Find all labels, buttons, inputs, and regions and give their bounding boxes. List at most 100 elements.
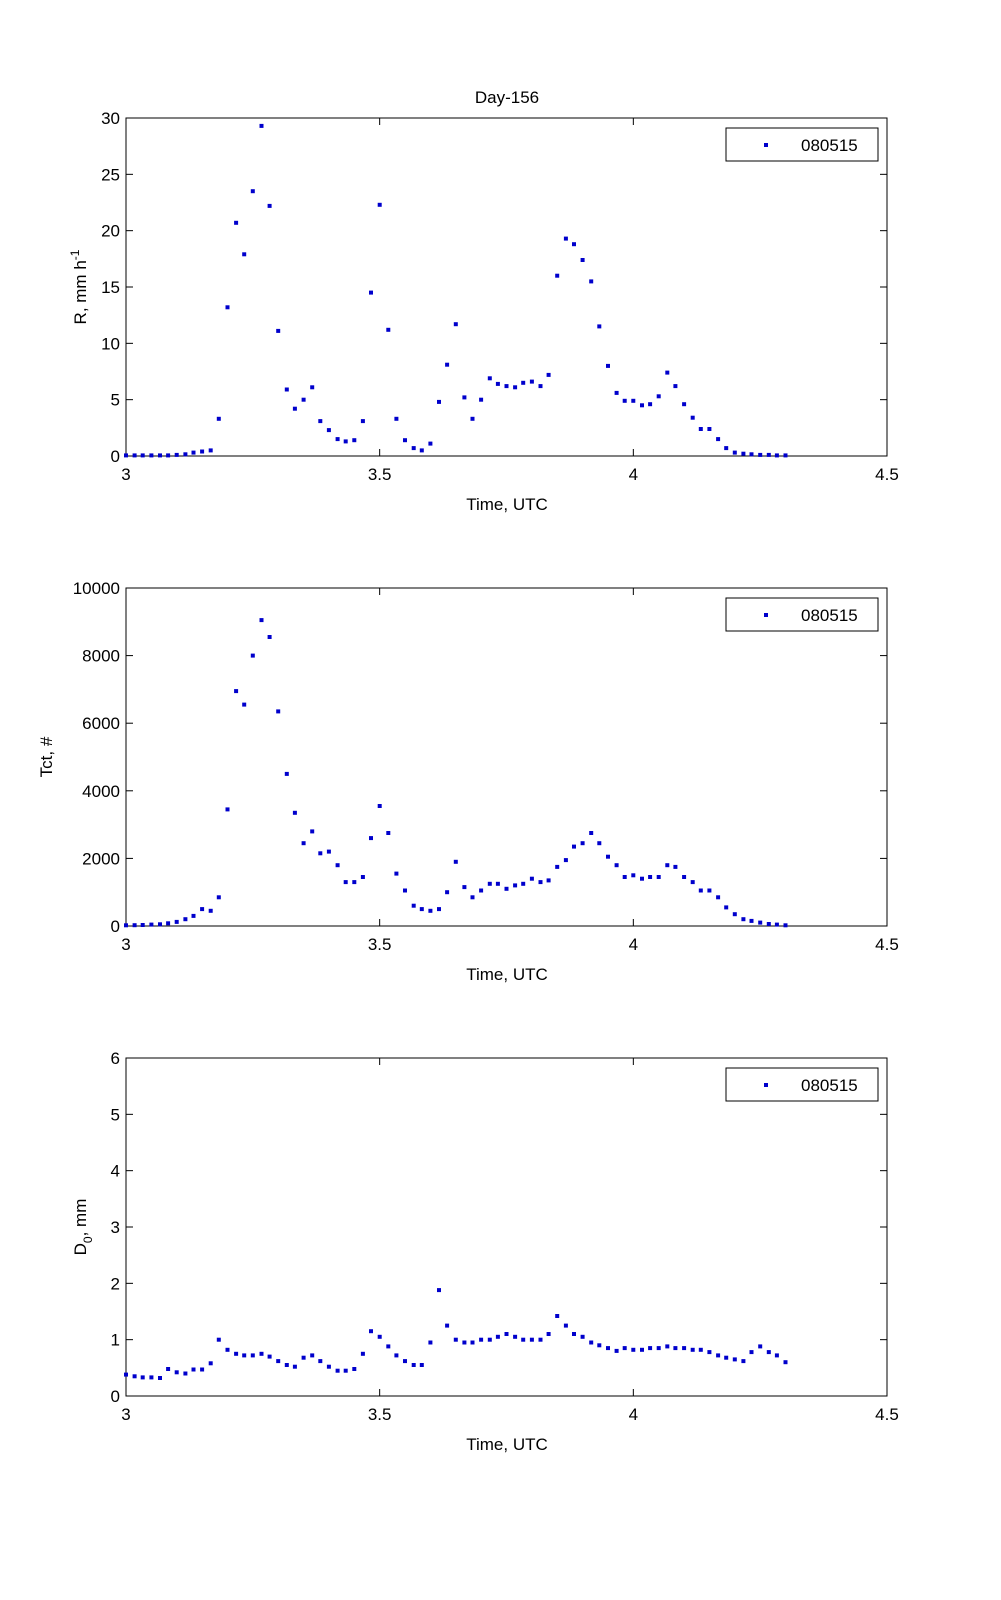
data-point	[158, 922, 162, 927]
data-point	[572, 1332, 576, 1336]
data-point	[698, 427, 703, 431]
data-point	[546, 372, 551, 377]
data-point	[174, 1370, 179, 1375]
data-point	[766, 1350, 771, 1355]
data-point	[403, 888, 407, 893]
data-point	[529, 876, 534, 881]
data-point	[513, 385, 518, 390]
data-point	[589, 831, 594, 835]
data-point	[622, 398, 627, 403]
data-point	[276, 709, 281, 714]
data-point	[462, 1340, 467, 1345]
figure-title: Day-156	[475, 88, 539, 107]
data-point	[394, 871, 399, 876]
legend-box	[725, 127, 879, 162]
data-point	[267, 203, 272, 208]
data-point	[555, 1314, 560, 1318]
data-point	[234, 1351, 239, 1356]
data-point	[470, 1340, 475, 1345]
data-point	[386, 831, 391, 835]
data-point	[411, 1363, 416, 1367]
data-point	[428, 908, 433, 913]
data-point	[716, 895, 721, 900]
data-point	[225, 1347, 230, 1352]
data-point	[386, 1344, 391, 1349]
data-point	[563, 236, 568, 241]
data-point	[276, 1359, 281, 1364]
data-point	[622, 1346, 627, 1351]
data-point	[538, 1337, 543, 1342]
data-point	[428, 441, 433, 446]
legend-box	[725, 597, 879, 632]
data-point	[749, 918, 754, 923]
x-axis-label: Time, UTC	[466, 1435, 548, 1454]
data-point	[343, 880, 348, 885]
data-point	[360, 875, 365, 879]
data-point	[166, 921, 171, 926]
data-point	[403, 438, 407, 443]
data-point	[132, 453, 137, 458]
data-point	[200, 907, 205, 912]
y-tick-label: 0	[111, 447, 120, 466]
data-point	[487, 1337, 492, 1342]
data-point	[487, 376, 492, 381]
data-point	[614, 1348, 619, 1353]
data-point	[504, 886, 509, 891]
data-point	[140, 923, 145, 927]
x-axis: 3 3.5 4 4.5	[121, 588, 899, 954]
data-point	[682, 875, 687, 879]
data-point	[225, 305, 230, 310]
data-point	[766, 922, 771, 926]
data-point	[445, 890, 450, 895]
legend-box	[725, 1067, 879, 1102]
y-tick-label: 3	[111, 1218, 120, 1237]
x-tick-label: 3	[121, 935, 130, 954]
data-point	[242, 252, 247, 257]
data-point	[318, 1359, 323, 1364]
data-point	[766, 452, 771, 457]
data-point	[724, 905, 729, 910]
data-point	[166, 453, 171, 458]
data-point	[774, 1353, 779, 1358]
y-tick-label: 25	[101, 165, 120, 184]
data-point	[640, 403, 644, 408]
y-axis: 0 1 2 3 4 5 6	[111, 1049, 887, 1406]
data-point	[259, 1351, 264, 1356]
data-point	[640, 876, 644, 881]
data-point	[606, 854, 610, 859]
data-point	[301, 841, 306, 846]
data-point	[648, 402, 653, 407]
data-point	[292, 810, 297, 815]
data-point	[732, 450, 737, 455]
x-tick-label: 4.5	[875, 465, 899, 484]
data-point	[292, 1364, 297, 1369]
legend-label: 080515	[801, 1076, 858, 1095]
y-tick-label: 5	[111, 1105, 120, 1124]
data-point	[673, 864, 678, 869]
data-point	[656, 394, 661, 399]
data-point	[504, 384, 509, 389]
data-point	[259, 123, 264, 128]
data-point	[301, 397, 306, 402]
data-point	[529, 379, 534, 384]
data-point	[724, 446, 729, 451]
data-point	[343, 439, 348, 444]
x-axis-label: Time, UTC	[466, 495, 548, 514]
y-axis-label-subscript: 0	[81, 1236, 95, 1243]
total-count-plot: 3 3.5 4 4.5 0 2000 4000 6000 8000 10000 Time, UT…	[37, 579, 899, 984]
data-point	[242, 702, 247, 707]
data-point	[774, 922, 779, 927]
data-point	[521, 881, 526, 886]
data-point	[774, 453, 779, 458]
x-tick-label: 4	[629, 465, 638, 484]
data-point	[749, 1350, 754, 1355]
data-point	[707, 1350, 712, 1355]
y-tick-label: 30	[101, 109, 120, 128]
data-point	[606, 1346, 610, 1351]
data-point	[580, 258, 585, 262]
data-point	[132, 1374, 137, 1379]
data-point	[741, 1359, 746, 1364]
data-point	[580, 841, 585, 846]
data-point	[377, 202, 382, 207]
y-axis-label-main: D	[71, 1243, 90, 1255]
